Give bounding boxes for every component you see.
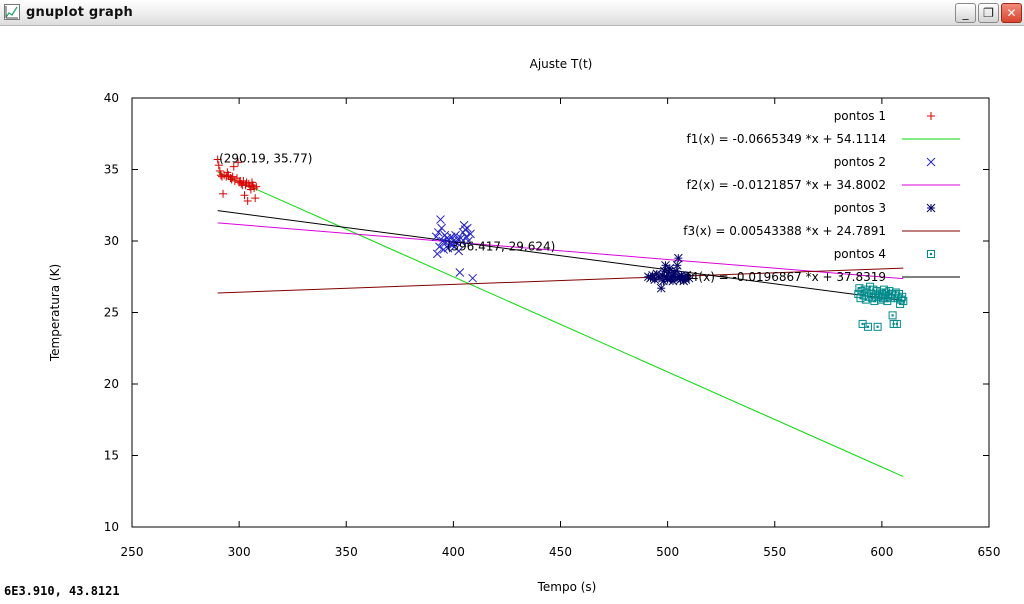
legend-label: f1(x) = -0.0665349 *x + 54.1114 — [687, 132, 886, 146]
data-point — [873, 322, 882, 331]
chart-title: Ajuste T(t) — [530, 57, 593, 71]
data-point — [240, 191, 249, 200]
data-point — [888, 311, 897, 320]
data-point — [684, 273, 694, 283]
minimize-button[interactable]: _ — [955, 3, 976, 23]
data-point — [431, 232, 441, 242]
data-point — [870, 297, 879, 306]
data-point — [863, 322, 872, 331]
y-tick-label: 40 — [104, 91, 119, 105]
y-tick-label: 35 — [104, 163, 119, 177]
data-point — [461, 232, 471, 242]
legend-label: pontos 1 — [834, 109, 886, 123]
window-titlebar[interactable]: gnuplot graph _ ❐ ✕ — [0, 0, 1024, 26]
fit-line-f4 — [217, 210, 904, 302]
y-tick-label: 25 — [104, 306, 119, 320]
data-point — [239, 176, 248, 185]
legend-label: pontos 3 — [834, 201, 886, 215]
data-point — [899, 297, 908, 306]
data-point — [656, 283, 666, 293]
data-point — [437, 223, 446, 233]
legend-marker-sample — [926, 203, 936, 213]
data-point — [455, 268, 465, 277]
data-point — [213, 155, 222, 164]
data-point — [432, 249, 442, 259]
y-tick-label: 30 — [104, 234, 119, 248]
y-tick-label: 10 — [104, 520, 119, 534]
gnuplot-chart[interactable]: 250 300 350 400 450 500 550 600 650 10 15 20 25 30 35 4… — [0, 27, 1024, 600]
data-point — [219, 189, 228, 198]
data-point — [451, 230, 460, 240]
data-point — [215, 166, 224, 175]
data-point — [673, 253, 683, 263]
data-point — [466, 229, 475, 239]
window-title: gnuplot graph — [26, 5, 133, 20]
legend-label: f4(x) = -0.0196867 *x + 37.8319 — [687, 270, 886, 284]
x-tick-label: 600 — [870, 545, 893, 559]
data-point — [234, 158, 243, 167]
x-tick-label: 450 — [549, 545, 572, 559]
data-point — [663, 275, 672, 284]
x-tick-label: 550 — [763, 545, 786, 559]
legend-marker-sample — [926, 157, 936, 167]
data-point — [464, 236, 473, 246]
data-point — [682, 270, 692, 280]
fit-line-f3 — [217, 267, 904, 294]
x-axis-label: Tempo (s) — [537, 580, 597, 594]
y-tick-label: 15 — [104, 449, 119, 463]
data-point — [214, 161, 223, 170]
data-point — [435, 242, 444, 252]
gnuplot-app-icon — [4, 4, 20, 20]
fit-line-f1 — [217, 171, 904, 478]
legend-marker-sample — [927, 250, 935, 258]
legend-label: pontos 4 — [834, 247, 886, 261]
data-point — [892, 319, 901, 328]
data-point — [252, 182, 261, 191]
data-point — [243, 196, 252, 205]
annotation-point-1: (290.19, 35.77) — [219, 151, 312, 165]
plot-area[interactable]: 250 300 350 400 450 500 550 600 650 10 15 20 25 30 35 4… — [0, 27, 1024, 600]
x-tick-label: 250 — [121, 545, 144, 559]
x-tick-label: 400 — [442, 545, 465, 559]
data-point — [246, 185, 255, 194]
y-axis-label: Temperatura (K) — [48, 264, 62, 362]
fit-line-f2 — [217, 222, 904, 280]
x-tick-label: 500 — [656, 545, 679, 559]
legend-marker-sample — [927, 112, 935, 120]
legend-label: f3(x) = 0.00543388 *x + 24.7891 — [683, 224, 886, 238]
mouse-coordinate-readout: 6E3.910, 43.8121 — [4, 584, 120, 598]
data-point — [436, 215, 445, 224]
close-button[interactable]: ✕ — [1001, 3, 1022, 23]
data-point — [468, 273, 478, 283]
data-point — [250, 184, 259, 193]
data-point — [462, 223, 472, 233]
data-point — [228, 172, 237, 181]
data-point — [251, 194, 260, 203]
legend-label: pontos 2 — [834, 155, 886, 169]
y-tick-label: 20 — [104, 377, 119, 391]
legend-label: f2(x) = -0.0121857 *x + 34.8002 — [687, 178, 886, 192]
data-point — [434, 228, 443, 237]
x-tick-label: 350 — [335, 545, 358, 559]
data-point — [672, 260, 682, 270]
data-point — [460, 225, 470, 234]
x-tick-label: 300 — [228, 545, 251, 559]
x-tick-label: 650 — [978, 545, 1001, 559]
data-point — [229, 162, 238, 171]
data-point — [454, 246, 464, 256]
maximize-button[interactable]: ❐ — [978, 3, 999, 23]
annotation-point-2: (396.417, 29.624) — [447, 239, 556, 253]
data-point — [858, 319, 867, 328]
